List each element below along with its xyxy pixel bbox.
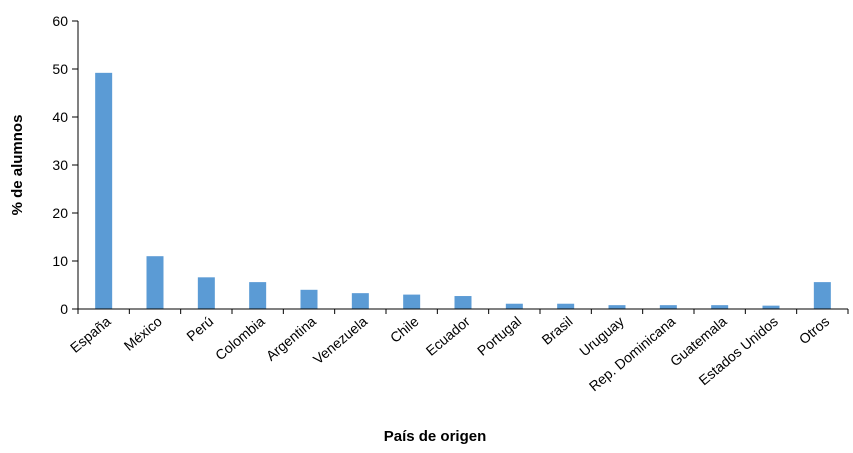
bar	[454, 296, 472, 309]
x-axis-title: País de origen	[384, 428, 487, 445]
y-tick-label: 40	[52, 109, 68, 125]
bar	[197, 277, 215, 309]
bar	[505, 303, 523, 309]
x-category-label: Venezuela	[310, 313, 371, 367]
y-axis-title: % de alumnos	[9, 115, 26, 216]
y-tick-label: 20	[52, 205, 68, 221]
x-category-label: España	[67, 313, 114, 356]
x-category-label: México	[121, 313, 165, 354]
bar	[300, 289, 318, 309]
axes-group	[77, 21, 849, 314]
y-tick-label: 50	[52, 61, 68, 77]
bar	[762, 305, 780, 309]
bar	[351, 293, 369, 309]
bar	[95, 72, 113, 309]
y-tick-label: 10	[52, 253, 68, 269]
bar	[557, 303, 575, 309]
x-category-label: Rep. Dominicana	[586, 313, 679, 394]
x-category-label: Colombia	[212, 313, 268, 363]
x-category-label: Chile	[387, 313, 422, 346]
y-axis-ticks: 0 10 20 30 40 50 60	[52, 13, 78, 317]
bar	[146, 256, 164, 309]
bar	[608, 305, 626, 309]
bars-group	[95, 72, 831, 309]
bar	[813, 282, 831, 309]
x-axis-labels: España México PerúColombiaArgentinaVenezue…	[67, 313, 832, 394]
bar	[403, 294, 421, 309]
y-tick-label: 0	[60, 301, 68, 317]
bar	[659, 305, 677, 309]
x-category-label: Uruguay	[576, 313, 627, 359]
y-tick-label: 30	[52, 157, 68, 173]
bar	[711, 305, 729, 309]
x-category-label: Ecuador	[423, 313, 473, 359]
y-tick-label: 60	[52, 13, 68, 29]
x-category-label: Perú	[183, 313, 216, 344]
x-category-label: Brasil	[538, 313, 575, 348]
x-category-label: Otros	[796, 313, 833, 347]
bar	[249, 282, 267, 309]
x-category-label: Portugal	[474, 313, 524, 359]
